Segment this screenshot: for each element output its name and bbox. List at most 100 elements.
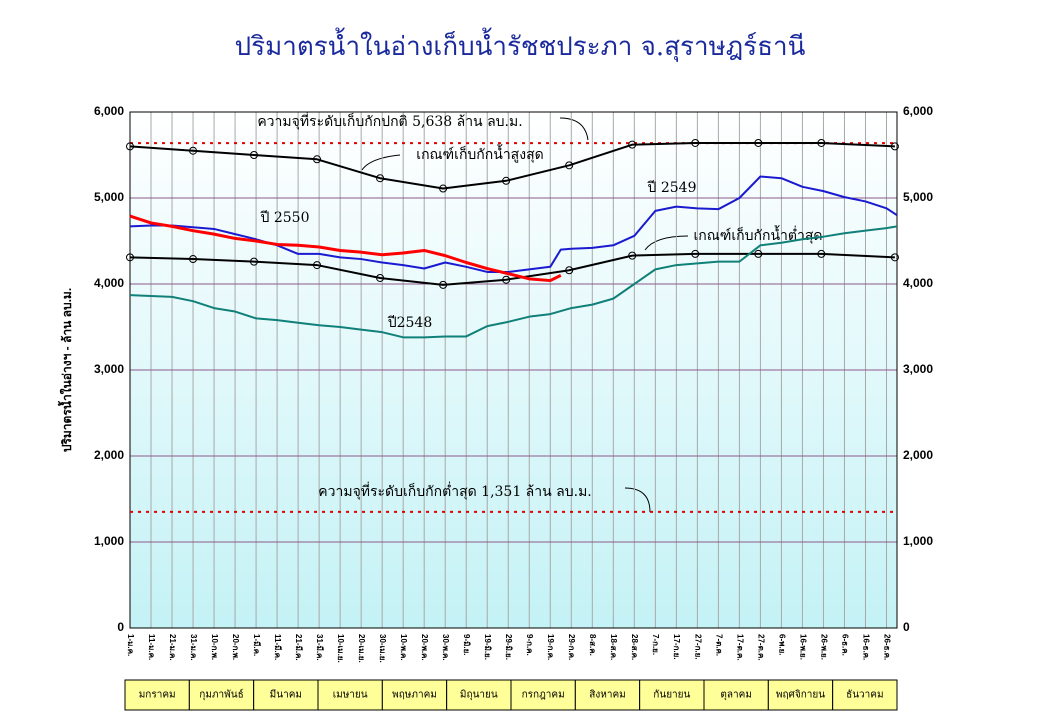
marker	[565, 161, 574, 170]
marker	[126, 253, 134, 262]
marker	[376, 174, 385, 183]
month-label: กรกฎาคม	[522, 690, 565, 701]
month-label: มีนาคม	[270, 689, 302, 701]
marker	[754, 138, 763, 147]
month-box	[253, 679, 319, 711]
x-tick-label: 7-ต.ค.	[714, 634, 723, 656]
x-tick-label: 18-ส.ค.	[609, 634, 618, 660]
month-label: เมษายน	[333, 690, 368, 701]
y-tick-label: 4,000	[94, 276, 124, 290]
marker	[313, 261, 322, 270]
y-tick-label: 0	[117, 620, 124, 634]
marker	[439, 184, 448, 193]
y-tick-label: 1,000	[903, 534, 933, 548]
month-box	[767, 679, 834, 711]
x-tick-label: 9-ก.ค.	[525, 634, 534, 656]
arrow	[559, 117, 589, 141]
marker	[565, 266, 574, 275]
month-label: กันยายน	[653, 690, 690, 701]
reference-label: ความจุที่ระดับเก็บกักต่ำสุด 1,351 ล้าน ล…	[318, 482, 592, 500]
month-label: มิถุนายน	[460, 690, 498, 701]
month-label: มกราคม	[139, 690, 176, 701]
x-tick-label: 17-ก.ย.	[672, 634, 681, 660]
series-label: ปี 2549	[647, 180, 696, 196]
month-box	[639, 679, 705, 711]
marker	[628, 251, 637, 260]
x-tick-label: 30-พ.ค.	[441, 634, 450, 661]
series-label: ปี2548	[387, 315, 432, 331]
x-tick-label: 27-ต.ค.	[756, 634, 765, 661]
series-line	[129, 252, 895, 286]
marker	[249, 151, 258, 159]
x-tick-label: 30-เม.ย.	[378, 634, 387, 663]
arrow	[361, 154, 401, 171]
month-label: สิงหาคม	[589, 690, 625, 701]
x-tick-label: 27-ก.ย.	[693, 634, 702, 660]
x-tick-label: 19-มิ.ย.	[483, 634, 492, 660]
y-tick-label: 3,000	[94, 362, 124, 376]
marker	[502, 275, 511, 284]
month-box	[510, 679, 576, 711]
series-line	[129, 214, 562, 283]
marker	[189, 255, 198, 264]
x-tick-label: 16-ธ.ค.	[861, 634, 870, 660]
month-box	[832, 679, 898, 711]
x-tick-label: 6-ธ.ค.	[840, 634, 849, 656]
month-box	[188, 679, 255, 711]
series-label: เกณฑ์เก็บกักน้ำต่ำสุด	[694, 225, 823, 244]
x-tick-label: 28-ส.ค.	[630, 634, 639, 660]
plot-border	[129, 111, 898, 629]
x-tick-label: 26-พ.ย.	[819, 634, 828, 660]
marker	[439, 280, 448, 289]
x-tick-label: 21-ม.ค.	[168, 634, 177, 661]
month-box	[574, 679, 641, 711]
y-tick-label: 5,000	[94, 190, 124, 204]
marker	[313, 155, 322, 164]
x-tick-label: 8-ส.ค.	[588, 634, 597, 656]
series-line	[129, 225, 898, 339]
x-tick-label: 11-ม.ค.	[147, 634, 156, 660]
marker	[189, 146, 198, 155]
x-tick-label: 7-ก.ย.	[651, 634, 660, 655]
x-tick-label: 20-ก.พ.	[231, 634, 240, 660]
x-tick-label: 29-ก.ค.	[567, 634, 576, 660]
y-tick-label: 2,000	[94, 448, 124, 462]
x-tick-label: 17-ต.ค.	[735, 634, 744, 661]
y-tick-label: 5,000	[903, 190, 933, 204]
marker	[754, 249, 763, 258]
marker	[890, 253, 899, 262]
marker	[890, 142, 899, 151]
y-tick-label: 6,000	[94, 104, 124, 118]
y-tick-label: 1,000	[94, 534, 124, 548]
chart-title: ปริมาตรน้ำในอ่างเก็บน้ำรัชชประภา จ.สุราษ…	[235, 27, 806, 62]
marker	[126, 142, 134, 151]
x-tick-label: 31-มี.ค.	[315, 634, 325, 661]
x-tick-label: 26-ธ.ค.	[882, 634, 891, 660]
arrow	[644, 235, 689, 251]
y-axis-label: ปริมาตรน้ำในอ่างฯ - ล้าน ลบ.ม.	[57, 288, 74, 452]
x-tick-label: 10-เม.ย.	[336, 634, 345, 663]
marker	[817, 249, 826, 258]
y-tick-label: 3,000	[903, 362, 933, 376]
series-label: เกณฑ์เก็บกักน้ำสูงสุด	[416, 144, 543, 163]
marker	[691, 138, 700, 147]
marker	[628, 140, 637, 149]
month-box	[381, 679, 448, 711]
x-tick-label: 1-มี.ค.	[252, 634, 262, 656]
month-label: ตุลาคม	[720, 690, 752, 701]
x-tick-label: 1-ม.ค.	[126, 634, 135, 656]
month-label: ธันวาคม	[846, 690, 883, 701]
marker	[691, 249, 700, 258]
series-line	[129, 141, 895, 190]
x-tick-label: 6-พ.ย.	[777, 634, 786, 656]
annotation-arrows	[361, 117, 689, 513]
y-tick-label: 4,000	[903, 276, 933, 290]
marker	[249, 257, 258, 266]
month-label: พฤษภาคม	[392, 690, 437, 701]
arrow	[624, 487, 651, 513]
y-tick-label: 6,000	[903, 104, 933, 118]
marker	[502, 176, 511, 185]
x-tick-label: 21-มี.ค.	[294, 634, 304, 661]
month-box	[446, 679, 512, 711]
x-tick-label: 31-ม.ค.	[189, 634, 198, 661]
